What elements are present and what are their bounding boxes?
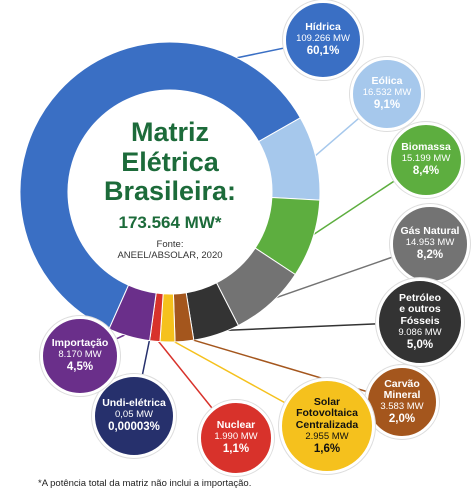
capacity-label: 15.199 MW bbox=[401, 153, 451, 165]
value-label: 2,0% bbox=[388, 412, 416, 425]
chart-title: Matriz Elétrica Brasileira: bbox=[103, 117, 237, 207]
capacity-label: 2.955 MW bbox=[305, 430, 349, 442]
value-label: 5,0% bbox=[406, 338, 434, 351]
center-text: Matriz Elétrica Brasileira: 173.564 MW* … bbox=[70, 117, 270, 262]
category-label: Hídrica bbox=[305, 21, 341, 34]
capacity-label: 1.990 MW bbox=[214, 431, 258, 443]
callout: Importação 8.170 MW 4,5% bbox=[40, 316, 120, 396]
callout: Nuclear 1.990 MW 1,1% bbox=[198, 400, 274, 476]
category-label: Carvão Mineral bbox=[383, 377, 421, 402]
callout: Eólica 16.532 MW 9,1% bbox=[350, 57, 424, 131]
callout: Solar Fotovoltaica Centralizada 2.955 MW 1… bbox=[279, 378, 375, 474]
value-label: 60,1% bbox=[306, 44, 340, 57]
category-label: Biomassa bbox=[401, 141, 451, 154]
capacity-label: 109.266 MW bbox=[296, 33, 350, 45]
callout: Petróleo e outros Fósseis 9.086 MW 5,0% bbox=[376, 278, 464, 366]
capacity-label: 8.170 MW bbox=[58, 349, 102, 361]
category-label: Eólica bbox=[371, 75, 403, 88]
value-label: 8,2% bbox=[416, 248, 444, 261]
footnote: *A potência total da matriz não inclui a… bbox=[38, 478, 252, 489]
capacity-label: 0,05 MW bbox=[114, 409, 153, 421]
callout: Gás Natural 14.953 MW 8,2% bbox=[390, 204, 470, 284]
category-label: Undi-elétrica bbox=[102, 397, 166, 410]
value-label: 4,5% bbox=[66, 360, 94, 373]
callout: Hídrica 109.266 MW 60,1% bbox=[283, 0, 363, 80]
capacity-label: 9.086 MW bbox=[398, 326, 442, 338]
capacity-label: 3.583 MW bbox=[380, 401, 424, 412]
callout: Biomassa 15.199 MW 8,4% bbox=[388, 122, 464, 198]
category-label: Nuclear bbox=[216, 419, 256, 432]
category-label: Importação bbox=[51, 337, 109, 350]
value-label: 0,00003% bbox=[108, 420, 160, 433]
value-label: 1,1% bbox=[222, 442, 250, 455]
capacity-label: 16.532 MW bbox=[362, 87, 412, 99]
donut-segment bbox=[19, 41, 302, 330]
total-label: 173.564 MW* bbox=[118, 213, 222, 233]
donut-segment bbox=[108, 284, 157, 342]
source: Fonte: ANEEL/ABSOLAR, 2020 bbox=[117, 239, 223, 262]
callout: Carvão Mineral 3.583 MW 2,0% bbox=[365, 365, 439, 439]
category-label: Petróleo e outros Fósseis bbox=[398, 291, 441, 328]
category-label: Solar Fotovoltaica Centralizada bbox=[295, 395, 359, 432]
callout: Undi-elétrica 0,05 MW 0,00003% bbox=[92, 374, 176, 458]
value-label: 1,6% bbox=[313, 442, 341, 455]
category-label: Gás Natural bbox=[400, 225, 460, 238]
capacity-label: 14.953 MW bbox=[405, 237, 455, 249]
value-label: 8,4% bbox=[412, 164, 440, 177]
value-label: 9,1% bbox=[373, 98, 401, 111]
